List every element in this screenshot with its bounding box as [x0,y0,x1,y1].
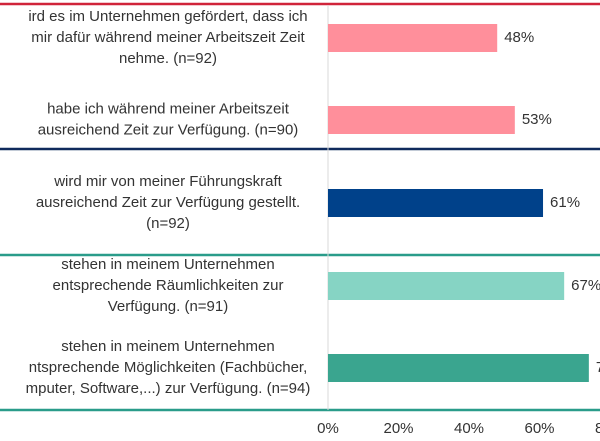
category-label: wird mir von meiner Führungskraft ausreic… [36,173,300,232]
x-tick-label: 60% [524,420,554,437]
x-tick-label: 80% [595,420,600,437]
category-label: habe ich während meiner Arbeitszeit ausre… [38,100,299,138]
category-label: ird es im Unternehmen gefördert, dass ic… [28,8,307,67]
value-label: 61% [550,194,580,211]
bar [328,272,565,300]
bar [328,106,515,134]
bar [328,24,498,52]
value-label: 53% [522,111,552,128]
value-label: 74% [596,359,600,376]
bar [328,189,544,217]
category-label: stehen in meinem Unternehmen ntsprechende… [26,338,311,397]
x-tick-label: 20% [383,420,413,437]
bar [328,354,589,382]
x-tick-label: 0% [317,420,339,437]
value-label: 67% [571,277,600,294]
value-label: 48% [504,29,534,46]
x-tick-label: 40% [454,420,484,437]
category-label: stehen in meinem Unternehmen entsprechend… [53,256,284,315]
